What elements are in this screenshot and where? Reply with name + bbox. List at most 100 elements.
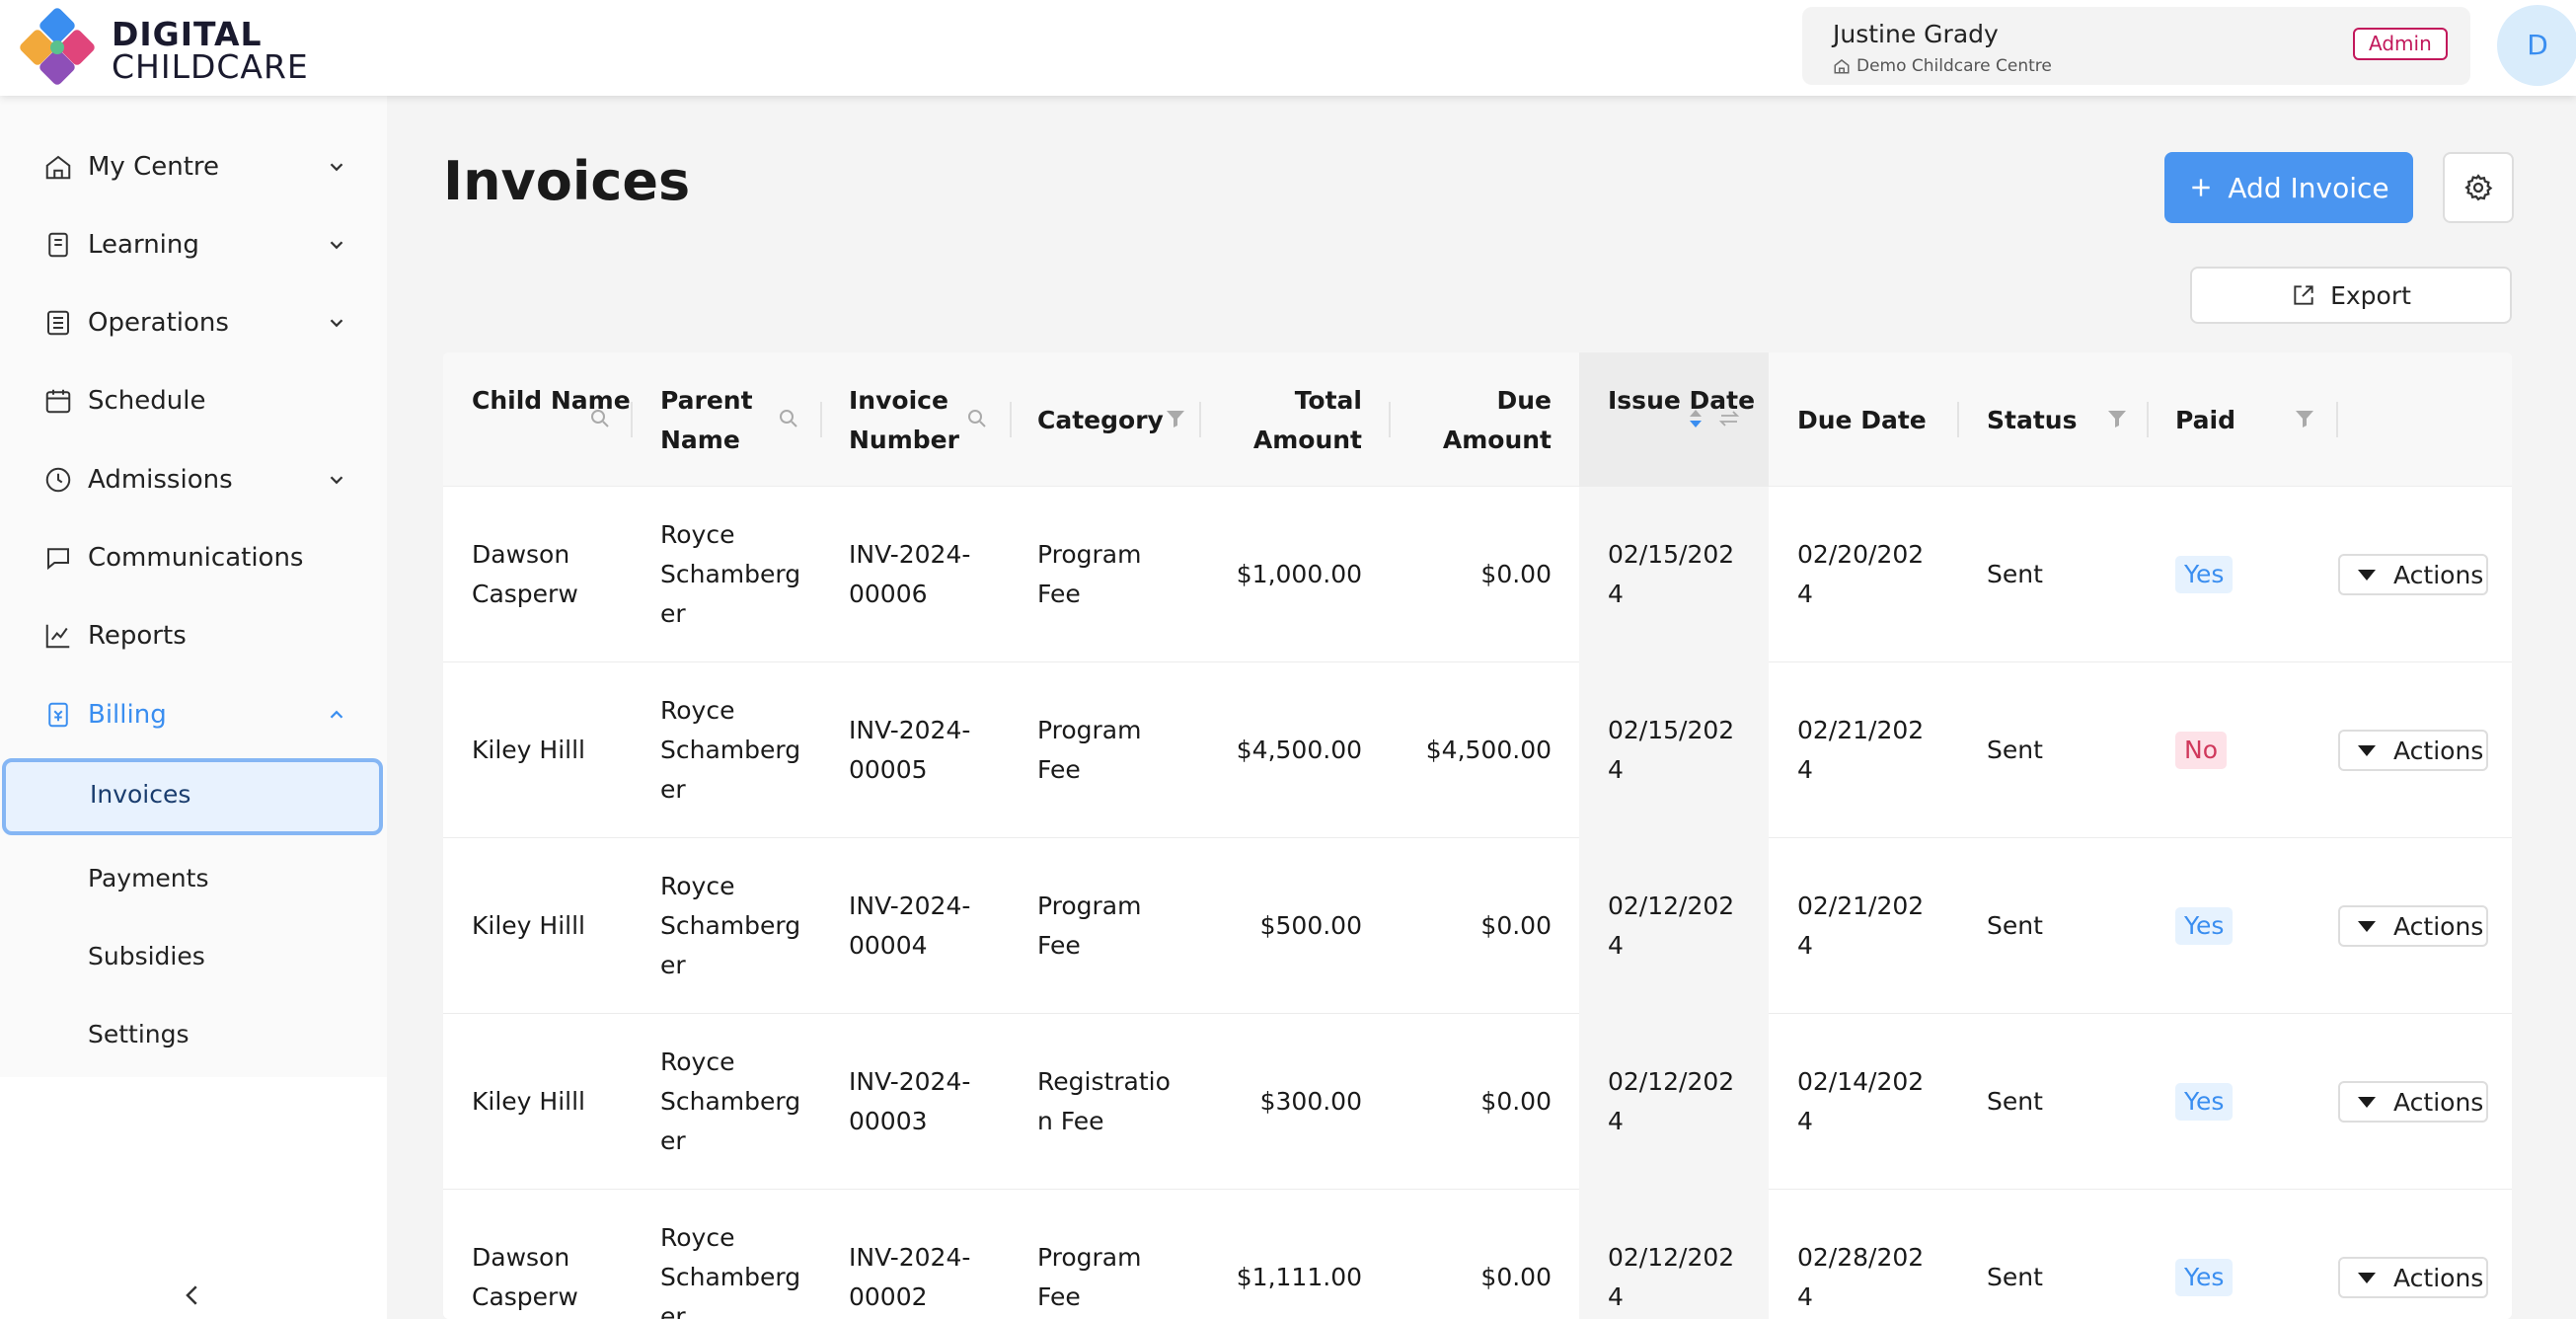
sidebar-nav: My Centre Learning Operations Schedule A… [0, 96, 387, 1077]
role-badge: Admin [2353, 28, 2448, 60]
cell-total-amount: $1,000.00 [1236, 560, 1362, 588]
column-header-paid[interactable]: Paid [2149, 352, 2336, 487]
column-divider [1389, 402, 1391, 437]
filter-icon[interactable] [2105, 407, 2129, 430]
user-card[interactable]: Justine Grady Demo Childcare Centre Admi… [1802, 7, 2470, 85]
cell-status: Sent [1987, 1087, 2043, 1116]
actions-dropdown[interactable]: Actions [2338, 1257, 2488, 1298]
sidebar-item-my-centre[interactable]: My Centre [0, 137, 387, 196]
sidebar-item-label: Communications [88, 543, 304, 573]
cell-due-date: 02/14/202 4 [1797, 1067, 1925, 1135]
table-row[interactable]: Dawson Casperw Royce Schamberg er INV-20… [443, 487, 2512, 662]
actions-label: Actions [2393, 911, 2484, 941]
sidebar-item-learning[interactable]: Learning [0, 215, 387, 274]
chevron-up-icon [330, 710, 343, 719]
table-row[interactable]: Kiley Hilll Royce Schamberg er INV-2024-… [443, 662, 2512, 838]
search-icon[interactable] [965, 407, 989, 430]
sidebar-subitem-payments[interactable]: Payments [0, 842, 387, 919]
cell-invoice-number[interactable]: INV-2024- 00002 [849, 1243, 971, 1311]
column-header-invoice-number[interactable]: Invoice Number [822, 352, 1011, 487]
cell-category: Program Fee [1037, 716, 1142, 784]
paid-badge: No [2175, 732, 2227, 769]
cell-child-name: Dawson Casperw [472, 1243, 578, 1311]
column-divider [1199, 402, 1201, 437]
actions-dropdown[interactable]: Actions [2338, 554, 2488, 595]
export-button[interactable]: Export [2190, 267, 2512, 324]
cell-parent-name: Royce Schamberg er [660, 1223, 801, 1319]
clock-icon [45, 467, 71, 493]
cell-due-amount: $4,500.00 [1425, 736, 1552, 764]
add-invoice-label: Add Invoice [2228, 171, 2389, 204]
settings-button[interactable] [2443, 152, 2514, 223]
actions-dropdown[interactable]: Actions [2338, 730, 2488, 771]
column-header-total-amount[interactable]: Total Amount [1201, 352, 1390, 487]
column-label: Total Amount [1252, 386, 1362, 454]
swap-icon[interactable] [1717, 407, 1741, 430]
cell-invoice-number[interactable]: INV-2024- 00006 [849, 540, 971, 608]
sidebar-item-label: Learning [88, 230, 199, 260]
cell-invoice-number[interactable]: INV-2024- 00005 [849, 716, 971, 784]
sort-icon[interactable] [1686, 407, 1705, 430]
sidebar-item-billing[interactable]: Billing [0, 685, 387, 744]
filter-icon[interactable] [1164, 407, 1187, 430]
sidebar-subitem-settings[interactable]: Settings [0, 998, 387, 1075]
cell-due-amount: $0.00 [1480, 560, 1552, 588]
sidebar-item-schedule[interactable]: Schedule [0, 371, 387, 430]
column-header-due-date[interactable]: Due Date [1769, 352, 1957, 487]
actions-label: Actions [2393, 736, 2484, 765]
export-label: Export [2330, 280, 2411, 310]
actions-label: Actions [2393, 1087, 2484, 1117]
actions-dropdown[interactable]: Actions [2338, 1081, 2488, 1123]
actions-dropdown[interactable]: Actions [2338, 905, 2488, 947]
user-name: Justine Grady [1833, 20, 1999, 48]
caret-down-icon [2358, 569, 2376, 581]
column-header-due-amount[interactable]: Due Amount [1391, 352, 1579, 487]
column-divider [631, 402, 633, 437]
cell-due-date: 02/21/202 4 [1797, 892, 1925, 960]
cell-invoice-number[interactable]: INV-2024- 00003 [849, 1067, 971, 1135]
chevron-down-icon [330, 241, 343, 250]
collapse-sidebar-icon[interactable] [178, 1280, 207, 1310]
logo[interactable]: DIGITAL CHILDCARE [18, 6, 314, 89]
sidebar-item-label: Operations [88, 308, 229, 338]
cell-child-name: Kiley Hilll [472, 911, 585, 940]
sidebar-item-admissions[interactable]: Admissions [0, 450, 387, 509]
cell-category: Registratio n Fee [1037, 1067, 1171, 1135]
cell-status: Sent [1987, 736, 2043, 764]
cell-parent-name: Royce Schamberg er [660, 696, 801, 804]
sidebar-subitem-subsidies[interactable]: Subsidies [0, 920, 387, 997]
search-icon[interactable] [777, 407, 800, 430]
table-row[interactable]: Kiley Hilll Royce Schamberg er INV-2024-… [443, 1014, 2512, 1190]
sidebar-item-label: Admissions [88, 465, 233, 495]
add-invoice-button[interactable]: Add Invoice [2164, 152, 2413, 223]
paid-badge: Yes [2175, 907, 2234, 945]
column-header-parent-name[interactable]: Parent Name [633, 352, 821, 487]
cell-category: Program Fee [1037, 892, 1142, 960]
cell-issue-date: 02/15/202 4 [1608, 540, 1735, 608]
caret-down-icon [2358, 920, 2376, 932]
sidebar-item-operations[interactable]: Operations [0, 293, 387, 352]
column-label: Child Name [472, 386, 631, 415]
cell-issue-date: 02/12/202 4 [1608, 892, 1735, 960]
table-row[interactable]: Dawson Casperw Royce Schamberg er INV-20… [443, 1190, 2512, 1319]
column-header-category[interactable]: Category [1012, 352, 1200, 487]
sidebar-item-communications[interactable]: Communications [0, 528, 387, 587]
cell-parent-name: Royce Schamberg er [660, 1047, 801, 1155]
sidebar-subitem-invoices[interactable]: Invoices [2, 758, 383, 835]
home-icon [45, 155, 71, 180]
column-header-issue-date[interactable]: Issue Date [1579, 352, 1769, 487]
cell-child-name: Kiley Hilll [472, 736, 585, 764]
top-bar: DIGITAL CHILDCARE Justine Grady Demo Chi… [0, 0, 2576, 96]
sorted-column-bg [1579, 1190, 1769, 1319]
chat-icon [47, 548, 69, 571]
column-header-child-name[interactable]: Child Name [443, 352, 632, 487]
column-header-status[interactable]: Status [1959, 352, 2148, 487]
filter-icon[interactable] [2293, 407, 2316, 430]
sidebar-item-label: My Centre [88, 152, 220, 182]
column-label: Category [1037, 406, 1164, 434]
avatar[interactable]: D [2497, 5, 2576, 86]
cell-invoice-number[interactable]: INV-2024- 00004 [849, 892, 971, 960]
sidebar-item-reports[interactable]: Reports [0, 606, 387, 665]
table-row[interactable]: Kiley Hilll Royce Schamberg er INV-2024-… [443, 838, 2512, 1014]
search-icon[interactable] [588, 407, 612, 430]
